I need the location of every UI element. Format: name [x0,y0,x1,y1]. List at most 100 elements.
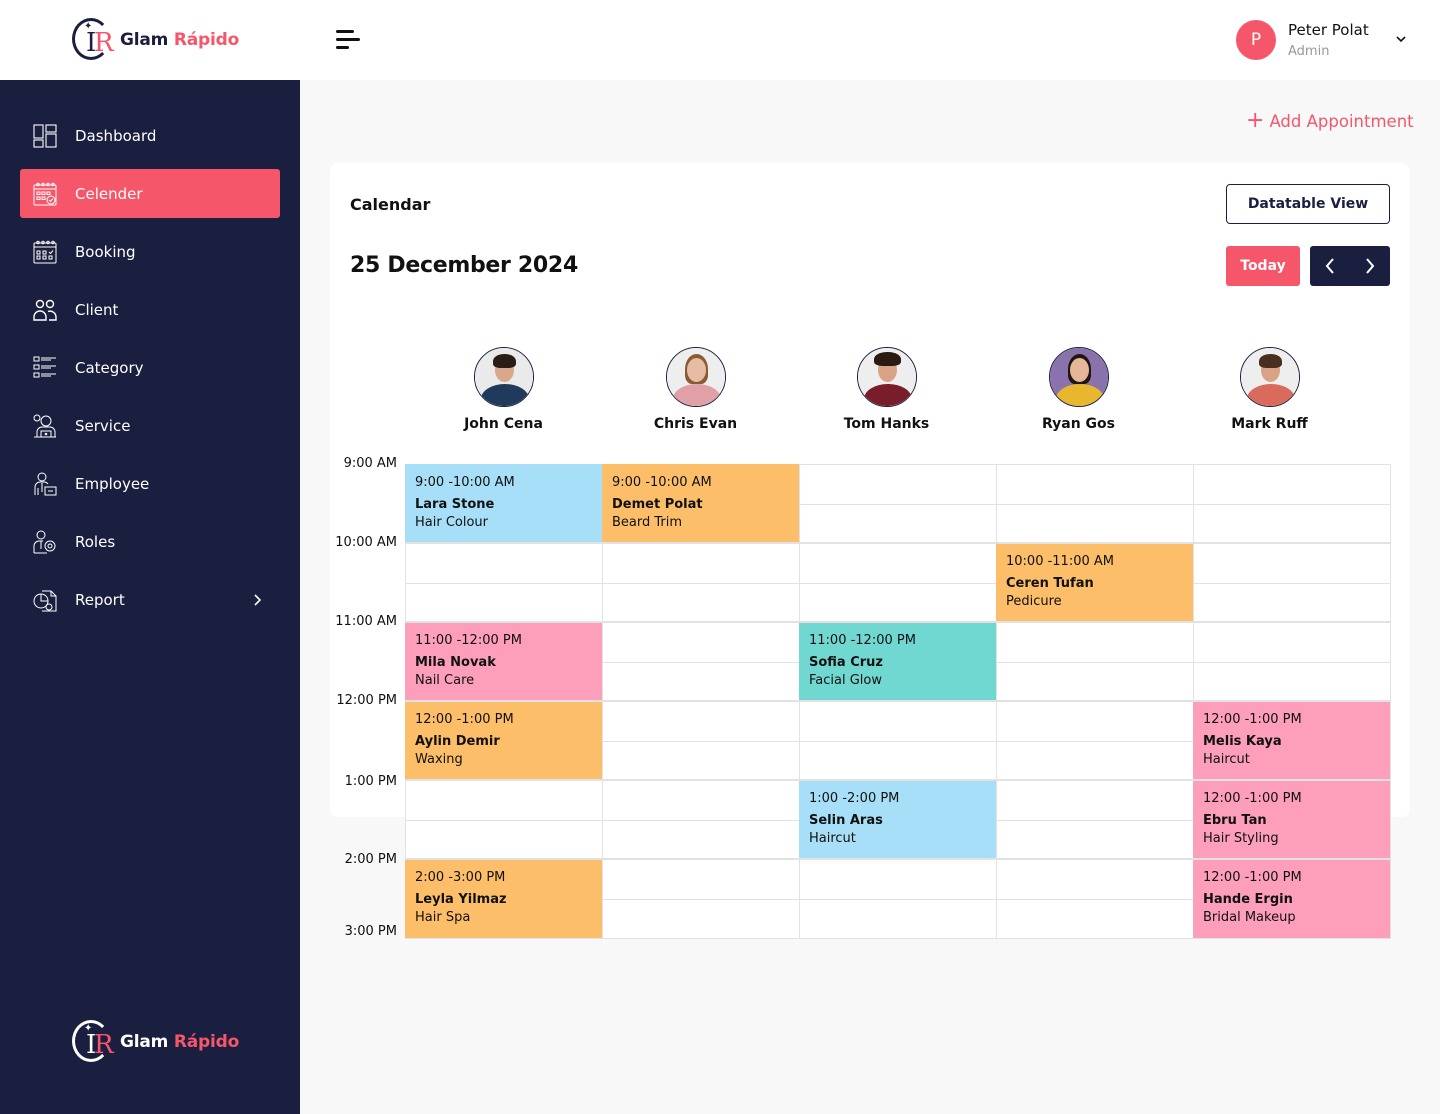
time-slot-cell[interactable] [996,464,1194,505]
chevron-down-icon[interactable] [1396,34,1406,44]
time-slot-cell[interactable] [602,622,800,663]
hour-divider [405,779,1390,781]
time-slot-cell[interactable] [799,898,997,939]
appointment-client: Leyla Yilmaz [415,892,507,907]
time-slot-cell[interactable] [799,701,997,742]
sidebar-brand-logo: ✦ I R Glam Rápido [72,1020,239,1064]
time-slot-cell[interactable] [602,740,800,781]
appointment-service: Hair Styling [1203,831,1279,846]
time-slot-cell[interactable] [405,582,603,623]
appointment-block[interactable]: 9:00 -10:00 AM Lara Stone Hair Colour [405,464,602,543]
previous-day-button[interactable] [1310,246,1350,286]
appointment-block[interactable]: 11:00 -12:00 PM Mila Novak Nail Care [405,622,602,701]
time-slot-cell[interactable] [799,503,997,544]
appointment-service: Hair Colour [415,515,489,530]
booking-calendar-icon [33,240,57,263]
date-navigation [1310,246,1390,286]
time-slot-cell[interactable] [1193,622,1391,663]
time-slot-cell[interactable] [996,898,1194,939]
appointment-service: Haircut [1203,752,1250,767]
users-icon [33,299,57,321]
time-slot-cell[interactable] [1193,543,1391,584]
time-slot-cell[interactable] [405,780,603,821]
time-slot-cell[interactable] [602,898,800,939]
appointment-block[interactable]: 12:00 -1:00 PM Ebru Tan Hair Styling [1193,780,1390,859]
time-slot-cell[interactable] [602,543,800,584]
appointment-block[interactable]: 2:00 -3:00 PM Leyla Yilmaz Hair Spa [405,859,602,938]
sidebar-item-client[interactable]: Client [20,285,280,334]
staff-column-header[interactable]: Mark Ruff [1171,347,1368,432]
time-slot-cell[interactable] [799,740,997,781]
time-slot-cell[interactable] [602,661,800,702]
datatable-view-button[interactable]: Datatable View [1226,184,1390,224]
time-slot-cell[interactable] [405,819,603,860]
hour-divider [405,542,1390,544]
time-slot-cell[interactable] [1193,582,1391,623]
appointment-block[interactable]: 12:00 -1:00 PM Hande Ergin Bridal Makeup [1193,859,1390,938]
time-slot-cell[interactable] [996,859,1194,900]
appointment-block[interactable]: 10:00 -11:00 AM Ceren Tufan Pedicure [996,543,1193,622]
add-appointment-button[interactable]: + Add Appointment [1246,108,1414,133]
time-label: 12:00 PM [336,693,397,708]
time-slot-cell[interactable] [996,740,1194,781]
time-slot-cell[interactable] [405,543,603,584]
next-day-button[interactable] [1350,246,1390,286]
report-chart-icon [33,590,57,611]
sidebar-item-report[interactable]: Report [20,575,280,624]
appointment-client: Ebru Tan [1203,813,1267,828]
time-slot-cell[interactable] [602,582,800,623]
sidebar-item-booking[interactable]: Booking [20,227,280,276]
time-slot-cell[interactable] [602,701,800,742]
calendar-check-icon [33,182,57,205]
time-slot-cell[interactable] [1193,464,1391,505]
appointment-client: Hande Ergin [1203,892,1293,907]
sidebar-item-roles[interactable]: Roles [20,517,280,566]
staff-column-header[interactable]: Ryan Gos [980,347,1177,432]
user-menu[interactable]: P Peter Polat Admin [1236,20,1406,60]
staff-photo [856,347,917,407]
staff-column-header[interactable]: Tom Hanks [788,347,985,432]
appointment-time: 11:00 -12:00 PM [415,633,522,648]
today-button[interactable]: Today [1226,246,1300,286]
time-slot-cell[interactable] [799,543,997,584]
time-slot-cell[interactable] [996,701,1194,742]
time-slot-cell[interactable] [996,780,1194,821]
sidebar-item-calendar[interactable]: Celender [20,169,280,218]
sidebar-item-category[interactable]: Category [20,343,280,392]
time-slot-cell[interactable] [996,819,1194,860]
time-slot-cell[interactable] [1193,661,1391,702]
time-slot-cell[interactable] [602,819,800,860]
hour-divider [405,700,1390,702]
appointment-client: Sofia Cruz [809,655,884,670]
chevron-right-icon [1366,258,1375,274]
time-slot-cell[interactable] [799,859,997,900]
brand-name: Glam Rápido [120,1032,240,1052]
appointment-time: 12:00 -1:00 PM [415,712,514,727]
appointment-block[interactable]: 1:00 -2:00 PM Selin Aras Haircut [799,780,996,859]
time-slot-cell[interactable] [996,503,1194,544]
time-slot-cell[interactable] [602,859,800,900]
appointment-client: Selin Aras [809,813,883,828]
staff-column-header[interactable]: John Cena [405,347,602,432]
appointment-block[interactable]: 11:00 -12:00 PM Sofia Cruz Facial Glow [799,622,996,701]
time-slot-cell[interactable] [996,622,1194,663]
time-slot-cell[interactable] [996,661,1194,702]
employee-icon [34,472,57,495]
sidebar-item-service[interactable]: Service [20,401,280,450]
appointment-block[interactable]: 12:00 -1:00 PM Aylin Demir Waxing [405,701,602,780]
time-slot-cell[interactable] [602,780,800,821]
appointment-block[interactable]: 12:00 -1:00 PM Melis Kaya Haircut [1193,701,1390,780]
time-slot-cell[interactable] [1193,503,1391,544]
staff-photo [665,347,726,407]
time-slot-cell[interactable] [799,464,997,505]
chevron-left-icon [1325,258,1334,274]
brand-logo[interactable]: ✦ I R Glam Rápido [72,18,239,62]
menu-toggle-button[interactable] [334,28,362,52]
sidebar-item-employee[interactable]: Employee [20,459,280,508]
staff-column-header[interactable]: Chris Evan [597,347,794,432]
dashboard-icon [33,123,57,148]
appointment-service: Beard Trim [612,515,683,530]
time-slot-cell[interactable] [799,582,997,623]
appointment-block[interactable]: 9:00 -10:00 AM Demet Polat Beard Trim [602,464,799,543]
sidebar-item-dashboard[interactable]: Dashboard [20,111,280,160]
